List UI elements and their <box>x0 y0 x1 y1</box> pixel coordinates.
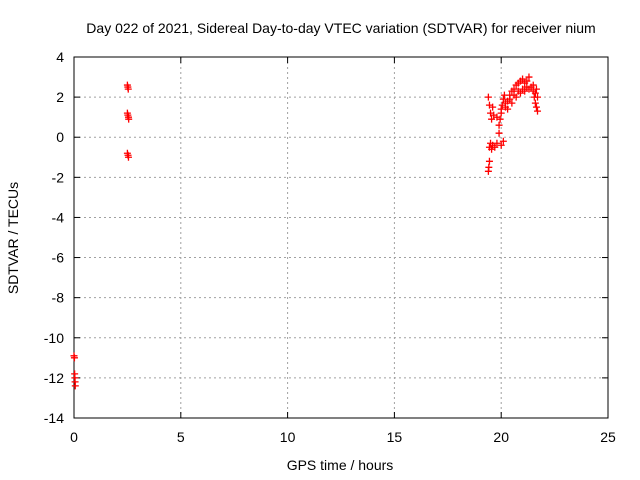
data-point <box>510 91 518 99</box>
data-point <box>523 83 531 91</box>
axis-ticks: 0 5 10 15 20 25 -14 -12 -10 -8 -6 -4 -2 0 2 4 <box>44 49 616 445</box>
y-tick-label: 4 <box>56 49 64 65</box>
y-tick-label: -10 <box>44 330 64 346</box>
y-tick-label: -4 <box>52 209 65 225</box>
x-tick-label: 5 <box>177 429 185 445</box>
plot-frame <box>73 56 609 419</box>
data-point <box>124 153 132 161</box>
y-axis-label: SDTVAR / TECUs <box>5 182 21 294</box>
data-point <box>532 103 540 111</box>
data-point <box>70 354 78 362</box>
data-point <box>504 105 512 113</box>
data-point <box>531 99 539 107</box>
y-tick-label: -2 <box>52 169 65 185</box>
data-points <box>70 73 542 390</box>
x-axis-label: GPS time / hours <box>287 457 394 473</box>
data-point <box>71 382 79 390</box>
data-point <box>506 95 514 103</box>
data-point <box>529 81 537 89</box>
data-point <box>510 85 518 93</box>
data-point <box>485 157 493 165</box>
data-point <box>534 93 542 101</box>
data-point <box>497 105 505 113</box>
y-tick-label: -14 <box>44 410 64 426</box>
data-point <box>514 87 522 95</box>
data-point <box>488 115 496 123</box>
data-point <box>532 85 540 93</box>
data-point <box>519 75 527 83</box>
x-tick-label: 15 <box>387 429 403 445</box>
data-point <box>525 73 533 81</box>
data-point <box>124 85 132 93</box>
data-point <box>489 103 497 111</box>
x-tick-label: 10 <box>280 429 296 445</box>
y-tick-label: 0 <box>56 129 64 145</box>
data-point <box>519 85 527 93</box>
y-tick-label: -8 <box>52 290 65 306</box>
data-point <box>499 137 507 145</box>
data-point <box>493 139 501 147</box>
chart-title: Day 022 of 2021, Sidereal Day-to-day VTE… <box>86 20 595 36</box>
grid-lines <box>74 57 608 418</box>
data-point <box>125 115 133 123</box>
data-point <box>534 107 542 115</box>
x-tick-label: 20 <box>493 429 509 445</box>
x-tick-label: 25 <box>600 429 616 445</box>
data-point <box>531 89 539 97</box>
data-point <box>495 129 503 137</box>
y-tick-label: -6 <box>52 250 65 266</box>
data-point <box>508 99 516 107</box>
data-point <box>497 141 505 149</box>
data-point <box>523 77 531 85</box>
x-tick-label: 0 <box>70 429 78 445</box>
data-point <box>495 121 503 129</box>
data-point <box>485 163 493 171</box>
data-point <box>491 143 499 151</box>
data-point <box>499 95 507 103</box>
data-point <box>501 99 509 107</box>
data-point <box>484 93 492 101</box>
y-tick-label: -12 <box>44 370 64 386</box>
y-tick-label: 2 <box>56 89 64 105</box>
data-point <box>493 113 501 121</box>
